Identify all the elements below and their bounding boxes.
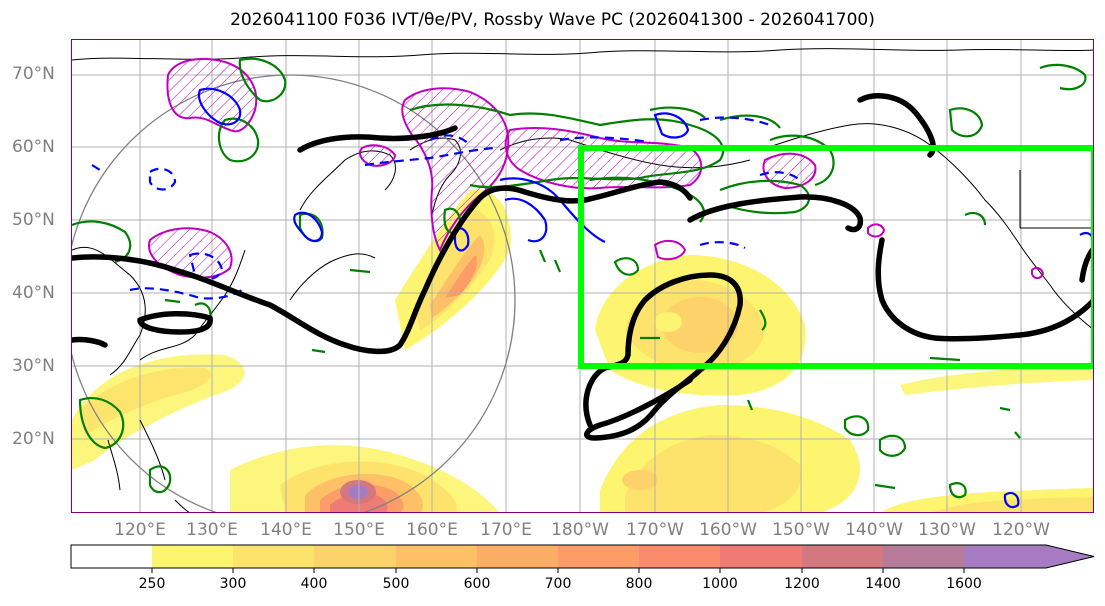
colorbar-swatch-0 — [71, 545, 152, 568]
ivt-filled-contours — [72, 189, 1094, 513]
colorbar-label-600: 600 — [463, 576, 491, 592]
lon-label-180w: 180°W — [551, 520, 609, 540]
lon-label-130e: 130°E — [186, 520, 238, 540]
lat-label-60n: 60°N — [12, 137, 55, 157]
lon-label-160e: 160°E — [406, 520, 458, 540]
colorbar-swatch-5 — [477, 545, 558, 568]
lat-label-20n: 20°N — [12, 429, 55, 449]
lon-label-150w: 150°W — [772, 520, 830, 540]
lon-label-140e: 140°E — [260, 520, 312, 540]
colorbar-swatch-9 — [802, 545, 883, 568]
colorbar-label-300: 300 — [219, 576, 247, 592]
map-title: 2026041100 F036 IVT/θe/PV, Rossby Wave P… — [230, 10, 875, 30]
lon-label-120w: 120°W — [992, 520, 1050, 540]
pv-hatched-regions — [148, 57, 1045, 280]
rossby-wave-region-box — [578, 145, 1094, 369]
colorbar-outline — [70, 544, 1095, 569]
colorbar-swatch-1 — [152, 545, 233, 568]
lat-label-30n: 30°N — [12, 356, 55, 376]
colorbar-label-400: 400 — [300, 576, 328, 592]
colorbar-extend-arrow — [1046, 545, 1094, 568]
lat-label-40n: 40°N — [12, 283, 55, 303]
lon-label-170e: 170°E — [480, 520, 532, 540]
map-frame — [71, 39, 1094, 513]
colorbar-swatch-7 — [639, 545, 720, 568]
colorbar-swatch-3 — [314, 545, 396, 568]
lon-label-120e: 120°E — [114, 520, 166, 540]
lon-label-170w: 170°W — [626, 520, 684, 540]
colorbar-label-500: 500 — [382, 576, 410, 592]
lat-label-50n: 50°N — [12, 210, 55, 230]
colorbar-swatch-2 — [233, 545, 314, 568]
colorbar-label-800: 800 — [625, 576, 653, 592]
colorbar-label-1000: 1000 — [702, 576, 738, 592]
lon-label-140w: 140°W — [845, 520, 903, 540]
colorbar-swatch-4 — [396, 545, 477, 568]
colorbar — [70, 544, 1095, 573]
colorbar-swatch-6 — [558, 545, 639, 568]
lon-label-150e: 150°E — [333, 520, 385, 540]
colorbar-label-250: 250 — [138, 576, 166, 592]
colorbar-label-1200: 1200 — [784, 576, 820, 592]
lat-label-70n: 70°N — [12, 64, 55, 84]
colorbar-swatch-8 — [720, 545, 802, 568]
colorbar-label-1600: 1600 — [946, 576, 982, 592]
colorbar-swatch-11 — [964, 545, 1046, 568]
distance-circle — [72, 74, 516, 513]
colorbar-label-1400: 1400 — [865, 576, 901, 592]
colorbar-swatch-10 — [883, 545, 964, 568]
lon-label-160w: 160°W — [699, 520, 757, 540]
colorbar-label-700: 700 — [544, 576, 572, 592]
lon-label-130w: 130°W — [918, 520, 976, 540]
